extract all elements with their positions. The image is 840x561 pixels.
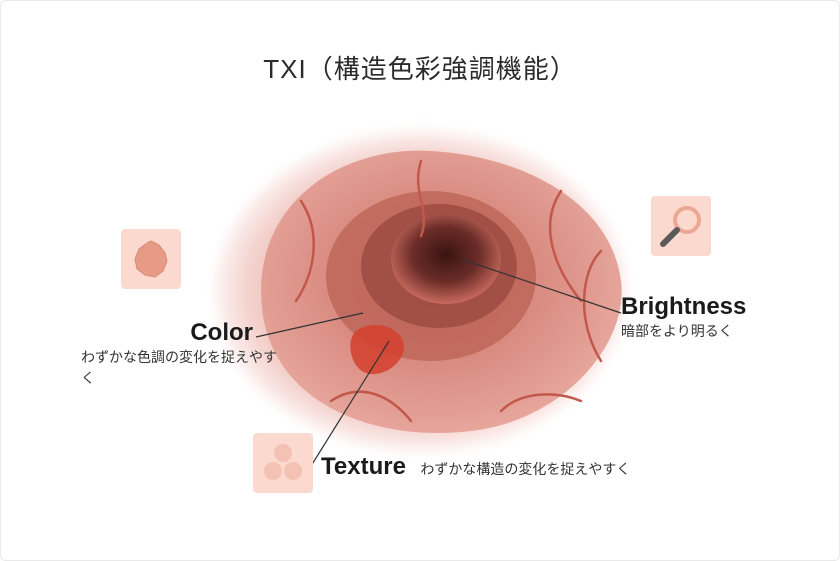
texture-icon [253, 433, 313, 493]
color-callout: Color わずかな色調の変化を捉えやすく [81, 319, 281, 389]
color-label-en: Color [81, 319, 281, 347]
texture-label-jp: わずかな構造の変化を捉えやすく [420, 461, 630, 477]
color-icon [121, 229, 181, 289]
brightness-label-jp: 暗部をより明るく [621, 321, 821, 342]
brightness-icon [651, 196, 711, 256]
color-label-jp: わずかな色調の変化を捉えやすく [81, 347, 281, 389]
brightness-callout: Brightness 暗部をより明るく [621, 293, 821, 342]
texture-label-en: Texture [321, 453, 406, 480]
diagram-frame: { "title": "TXI（構造色彩強調機能）", "callouts": … [0, 0, 840, 561]
endoscopic-view [216, 131, 626, 451]
texture-callout: Texture わずかな構造の変化を捉えやすく [321, 453, 641, 481]
brightness-label-en: Brightness [621, 293, 821, 321]
